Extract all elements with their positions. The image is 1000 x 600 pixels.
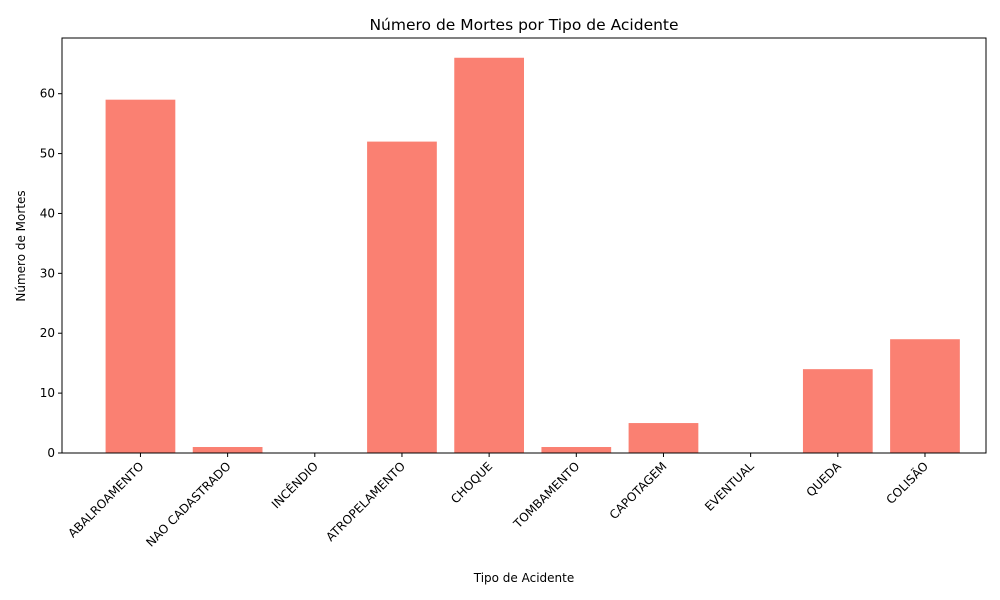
chart-title: Número de Mortes por Tipo de Acidente <box>369 16 678 34</box>
y-axis-title: Número de Mortes <box>14 190 28 301</box>
bar-nao-cadastrado <box>192 447 263 453</box>
y-tick-label: 30 <box>40 266 55 280</box>
bar-capotagem <box>628 423 699 453</box>
y-tick-label: 10 <box>40 386 55 400</box>
x-tick-label: EVENTUAL <box>702 459 757 514</box>
bar-colisão <box>890 339 960 453</box>
x-tick-label: TOMBAMENTO <box>510 459 582 531</box>
x-axis-title: Tipo de Acidente <box>473 571 575 585</box>
bar-abalroamento <box>105 99 176 454</box>
y-tick-label: 40 <box>40 206 55 220</box>
y-tick-label: 60 <box>40 87 55 101</box>
x-tick-label: COLISÃO <box>883 459 931 507</box>
x-tick-label: ATROPELAMENTO <box>323 459 408 544</box>
x-tick-label: CAPOTAGEM <box>607 459 670 522</box>
bar-queda <box>802 369 873 453</box>
axes-frame <box>61 37 987 454</box>
x-tick-label: QUEDA <box>804 459 845 500</box>
bar-choque <box>454 57 524 454</box>
y-tick-label: 0 <box>47 446 55 460</box>
y-tick-label: 20 <box>40 326 55 340</box>
x-tick-label: ABALROAMENTO <box>65 459 146 540</box>
bar-atropelamento <box>367 141 437 454</box>
bar-tombamento <box>541 447 612 453</box>
x-tick-label: NAO CADASTRADO <box>143 459 233 549</box>
x-tick-label: CHOQUE <box>448 459 495 506</box>
x-tick-label: INCÊNDIO <box>268 459 321 512</box>
y-tick-label: 50 <box>40 147 55 161</box>
